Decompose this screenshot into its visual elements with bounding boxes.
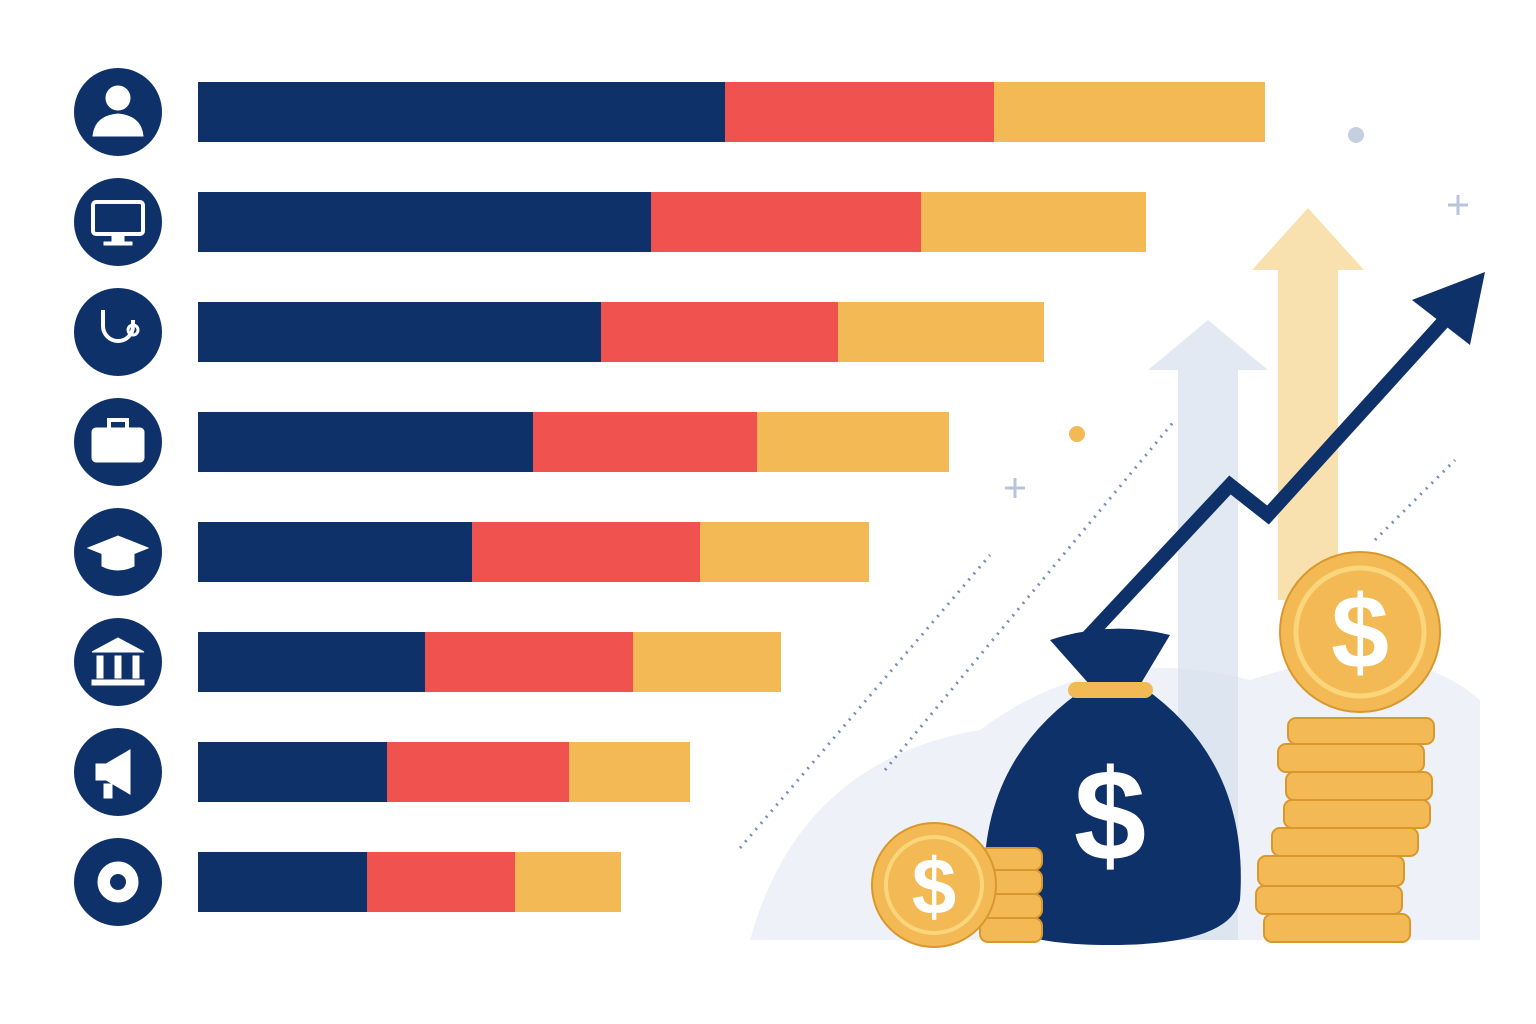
bar-segment — [198, 412, 533, 472]
bar-segment — [425, 632, 633, 692]
dollar-sign: $ — [1331, 575, 1389, 691]
bar-segment — [515, 852, 621, 912]
bar-segment — [725, 82, 994, 142]
bars — [198, 82, 1265, 912]
bar-segment — [387, 742, 569, 802]
bar-segment — [533, 412, 757, 472]
bar-segment — [838, 302, 1044, 362]
dollar-sign: $ — [912, 842, 957, 931]
bar-segment — [198, 852, 367, 912]
dollar-sign: $ — [1074, 742, 1146, 888]
bar-segment — [198, 302, 601, 362]
bar-segment — [198, 742, 387, 802]
category-icons — [74, 68, 162, 926]
bar-segment — [994, 82, 1265, 142]
bar-segment — [367, 852, 515, 912]
bar-segment — [757, 412, 949, 472]
bar-segment — [198, 82, 725, 142]
bar-segment — [472, 522, 700, 582]
bar-segment — [198, 632, 425, 692]
bar-segment — [198, 522, 472, 582]
bar-segment — [633, 632, 781, 692]
bar-segment — [651, 192, 921, 252]
bar-segment — [601, 302, 838, 362]
bar-segment — [921, 192, 1146, 252]
bar-segment — [569, 742, 690, 802]
bar-segment — [700, 522, 869, 582]
illustration: $ $ $ — [738, 127, 1485, 948]
bar-segment — [198, 192, 651, 252]
